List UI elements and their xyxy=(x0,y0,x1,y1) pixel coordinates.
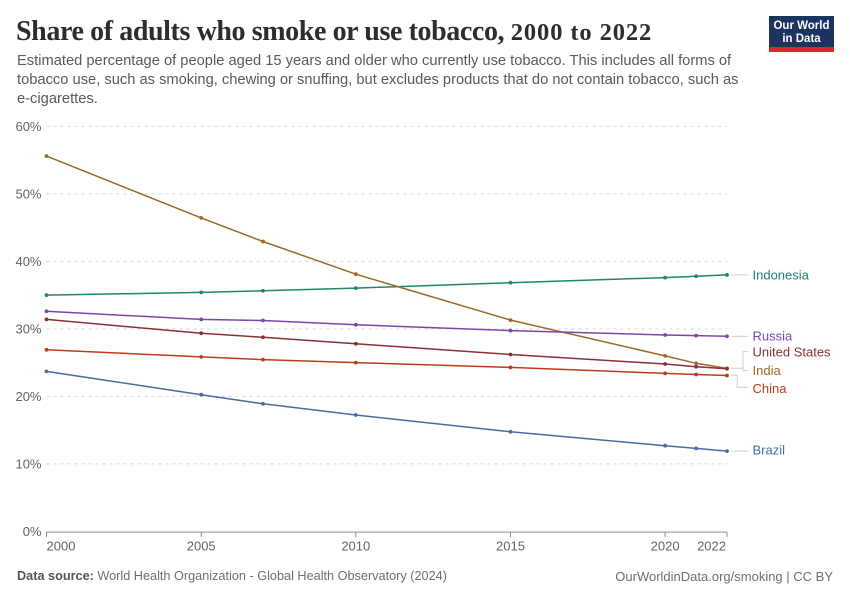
svg-text:2015: 2015 xyxy=(496,539,525,554)
svg-text:2010: 2010 xyxy=(341,539,370,554)
svg-text:10%: 10% xyxy=(15,456,41,471)
svg-text:Indonesia: Indonesia xyxy=(753,268,810,283)
svg-text:0%: 0% xyxy=(23,524,42,539)
svg-text:Brazil: Brazil xyxy=(753,443,786,458)
svg-text:30%: 30% xyxy=(15,321,41,336)
svg-text:60%: 60% xyxy=(15,119,41,134)
svg-text:50%: 50% xyxy=(15,186,41,201)
svg-text:Russia: Russia xyxy=(753,329,794,344)
svg-text:20%: 20% xyxy=(15,389,41,404)
svg-text:40%: 40% xyxy=(15,254,41,269)
svg-text:United States: United States xyxy=(753,345,832,360)
svg-text:2022: 2022 xyxy=(697,539,726,554)
svg-text:India: India xyxy=(753,363,782,378)
svg-text:2005: 2005 xyxy=(187,539,216,554)
svg-text:2000: 2000 xyxy=(47,539,76,554)
svg-text:China: China xyxy=(753,381,788,396)
svg-text:2020: 2020 xyxy=(651,539,680,554)
